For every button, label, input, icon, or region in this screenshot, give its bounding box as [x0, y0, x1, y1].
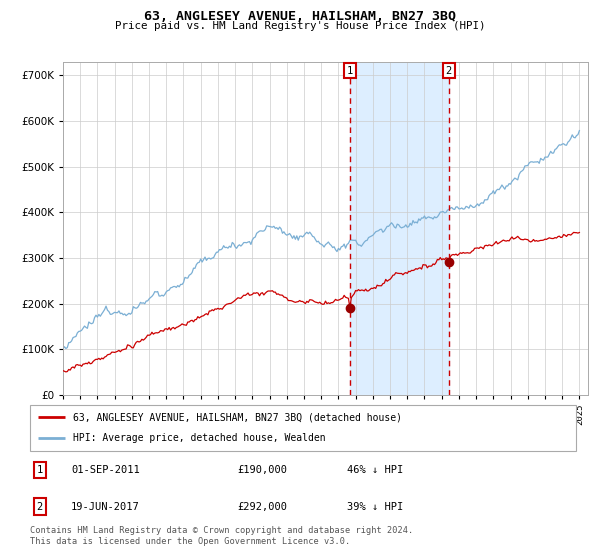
Text: 39% ↓ HPI: 39% ↓ HPI	[347, 502, 403, 511]
Text: Contains HM Land Registry data © Crown copyright and database right 2024.
This d: Contains HM Land Registry data © Crown c…	[30, 526, 413, 546]
Text: 63, ANGLESEY AVENUE, HAILSHAM, BN27 3BQ: 63, ANGLESEY AVENUE, HAILSHAM, BN27 3BQ	[144, 10, 456, 23]
Text: 01-SEP-2011: 01-SEP-2011	[71, 465, 140, 475]
Text: 46% ↓ HPI: 46% ↓ HPI	[347, 465, 403, 475]
Text: £190,000: £190,000	[238, 465, 287, 475]
FancyBboxPatch shape	[30, 405, 576, 451]
Text: 19-JUN-2017: 19-JUN-2017	[71, 502, 140, 511]
Text: £292,000: £292,000	[238, 502, 287, 511]
Text: 2: 2	[37, 502, 43, 511]
Text: 2: 2	[446, 66, 452, 76]
Text: Price paid vs. HM Land Registry's House Price Index (HPI): Price paid vs. HM Land Registry's House …	[115, 21, 485, 31]
Text: HPI: Average price, detached house, Wealden: HPI: Average price, detached house, Weal…	[73, 433, 325, 444]
Text: 63, ANGLESEY AVENUE, HAILSHAM, BN27 3BQ (detached house): 63, ANGLESEY AVENUE, HAILSHAM, BN27 3BQ …	[73, 412, 401, 422]
Text: 1: 1	[37, 465, 43, 475]
Bar	[350, 62, 449, 395]
Text: 1: 1	[347, 66, 353, 76]
